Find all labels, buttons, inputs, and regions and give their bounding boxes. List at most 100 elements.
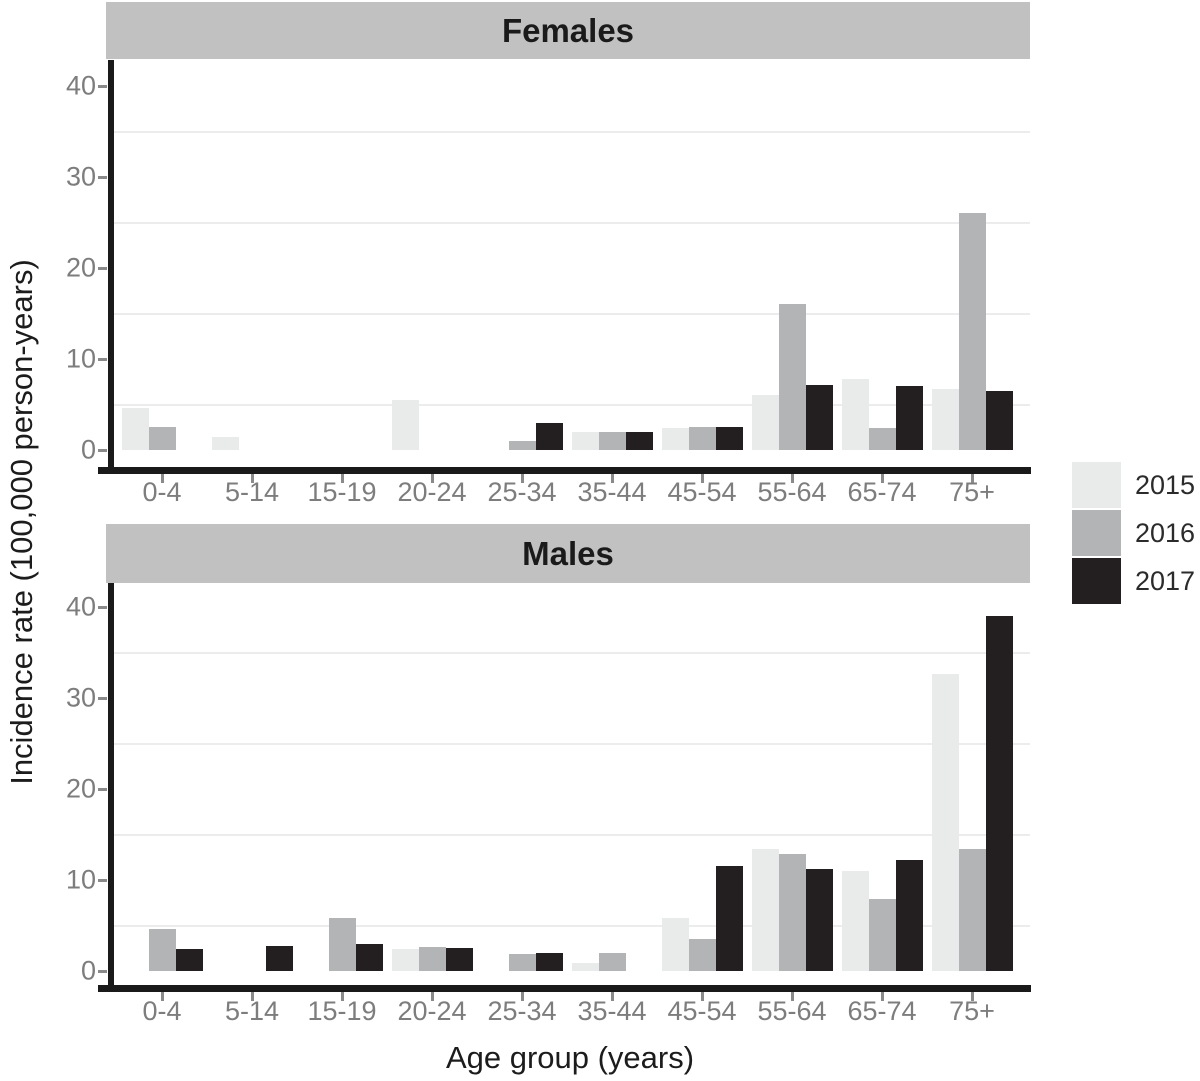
bar-2016-65-74: [868, 899, 896, 971]
bar-2017-20-24: [445, 948, 473, 971]
x-tick-mark: [970, 992, 974, 1001]
bar-2016-75+: [958, 849, 986, 971]
y-tick-label: 10: [65, 864, 96, 895]
x-tick-mark: [250, 474, 254, 483]
x-tick-label: 65-74: [847, 477, 917, 507]
y-tick-mark: [98, 696, 107, 700]
x-tick-label: 55-64: [757, 996, 827, 1026]
y-tick-mark: [98, 787, 107, 791]
x-tick-mark: [160, 992, 164, 1001]
y-tick-label: 10: [65, 343, 96, 374]
bar-2015-20-24: [391, 399, 419, 450]
panel-strip-females: Females: [106, 2, 1030, 59]
x-tick-label: 25-34: [487, 477, 557, 507]
x-axis-line: [98, 985, 1031, 992]
plot-area-females: [110, 60, 1030, 467]
bar-2016-55-64: [778, 304, 806, 450]
x-tick-label: 65-74: [847, 996, 917, 1026]
legend-label-2015: 2015: [1135, 470, 1196, 500]
legend-swatch-2017: [1072, 558, 1121, 604]
x-tick-mark: [340, 474, 344, 483]
x-tick-mark: [160, 474, 164, 483]
x-tick-mark: [340, 992, 344, 1001]
bar-2015-55-64: [751, 395, 779, 450]
x-tick-mark: [520, 992, 524, 1001]
y-tick-label: 20: [65, 252, 96, 283]
y-tick-mark: [98, 605, 107, 609]
x-tick-mark: [610, 992, 614, 1001]
bar-2015-55-64: [751, 849, 779, 971]
bar-2015-75+: [931, 674, 959, 971]
y-tick-mark: [98, 969, 107, 973]
minor-gridline: [110, 403, 1030, 406]
bar-2017-5-14: [265, 946, 293, 971]
bar-2017-25-34: [535, 952, 563, 971]
y-tick-mark: [98, 448, 107, 452]
bar-2017-25-34: [535, 422, 563, 450]
x-tick-mark: [700, 474, 704, 483]
bar-2016-15-19: [328, 918, 356, 971]
bar-2017-45-54: [715, 866, 743, 971]
x-tick-label: 35-44: [577, 477, 647, 507]
x-tick-label: 20-24: [397, 477, 467, 507]
x-tick-label: 25-34: [487, 996, 557, 1026]
minor-gridline: [110, 130, 1030, 133]
bar-2017-45-54: [715, 427, 743, 450]
x-tick-label: 45-54: [667, 996, 737, 1026]
bar-2017-55-64: [805, 869, 833, 971]
minor-gridline: [110, 742, 1030, 745]
x-tick-mark: [790, 474, 794, 483]
plot-area-males: [110, 583, 1030, 985]
legend-swatch-2016: [1072, 510, 1121, 556]
minor-gridline: [110, 221, 1030, 224]
x-tick-mark: [790, 992, 794, 1001]
bar-2015-45-54: [661, 428, 689, 450]
x-tick-label: 35-44: [577, 996, 647, 1026]
bar-2016-0-4: [148, 427, 176, 450]
bar-2016-55-64: [778, 853, 806, 971]
bar-2015-45-54: [661, 918, 689, 971]
bar-2016-20-24: [418, 947, 446, 971]
bar-2017-0-4: [175, 949, 203, 971]
bar-2015-35-44: [571, 431, 599, 450]
x-tick-mark: [610, 474, 614, 483]
x-tick-label: 15-19: [307, 477, 377, 507]
x-tick-label: 75+: [949, 477, 995, 507]
minor-gridline: [110, 651, 1030, 654]
y-tick-label: 40: [65, 70, 96, 101]
bar-2015-35-44: [571, 962, 599, 971]
x-axis-line: [98, 467, 1031, 474]
panel-title-males: Males: [522, 535, 614, 572]
x-axis-title: Age group (years): [445, 1040, 695, 1075]
bar-2017-15-19: [355, 943, 383, 971]
y-tick-label: 20: [65, 773, 96, 804]
minor-gridline: [110, 924, 1030, 927]
x-tick-mark: [430, 992, 434, 1001]
bar-2016-75+: [958, 212, 986, 450]
bar-2015-0-4: [121, 408, 149, 450]
bar-2015-5-14: [211, 437, 239, 450]
legend-label-2016: 2016: [1135, 518, 1196, 548]
legend-swatch-2015: [1072, 462, 1121, 508]
bar-2017-65-74: [895, 859, 923, 971]
bar-2016-45-54: [688, 939, 716, 971]
y-tick-label: 30: [65, 682, 96, 713]
y-tick-label: 0: [80, 434, 96, 465]
bar-2017-65-74: [895, 386, 923, 450]
bar-2016-35-44: [598, 431, 626, 450]
x-tick-mark: [250, 992, 254, 1001]
minor-gridline: [110, 833, 1030, 836]
bar-2016-35-44: [598, 952, 626, 971]
y-tick-mark: [98, 175, 107, 179]
panel-title-females: Females: [501, 12, 635, 49]
bar-2015-75+: [931, 389, 959, 450]
x-tick-label: 45-54: [667, 477, 737, 507]
x-tick-label: 5-14: [224, 477, 280, 507]
y-tick-mark: [98, 84, 107, 88]
bar-2015-65-74: [841, 379, 869, 450]
bar-2016-65-74: [868, 428, 896, 450]
x-tick-label: 20-24: [397, 996, 467, 1026]
bar-2016-25-34: [508, 953, 536, 971]
x-tick-label: 0-4: [142, 477, 182, 507]
